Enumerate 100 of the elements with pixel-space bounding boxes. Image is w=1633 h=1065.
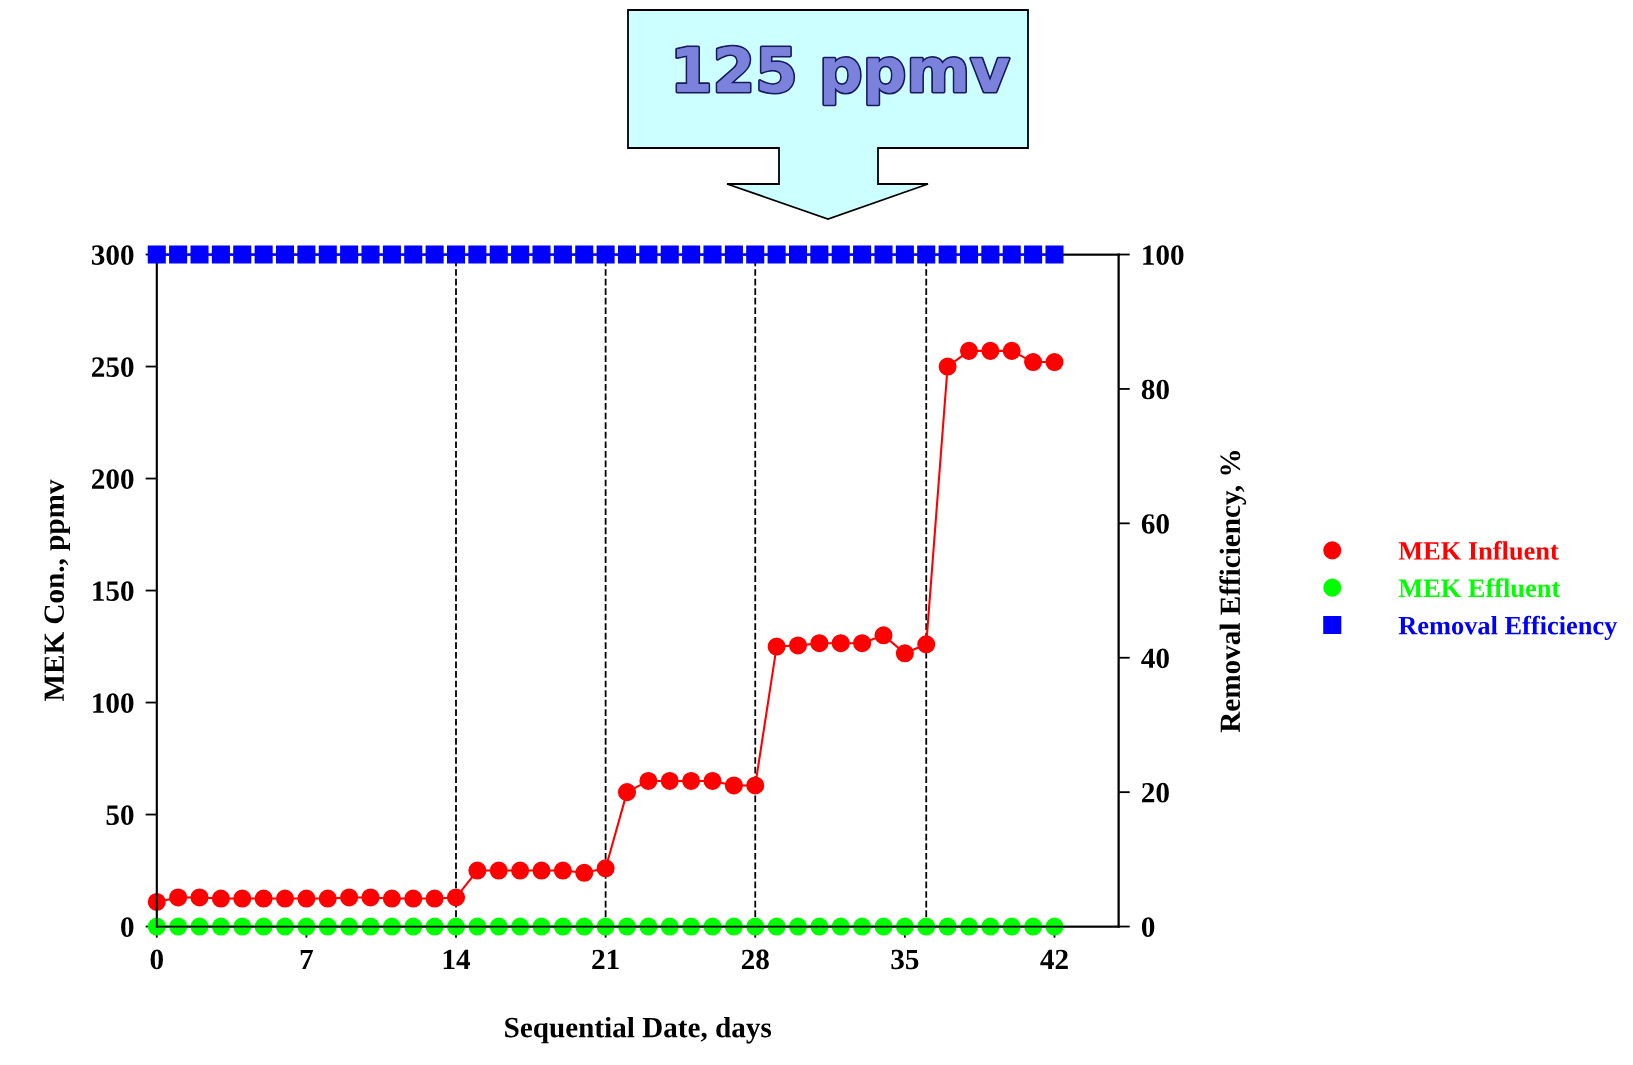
point xyxy=(382,889,401,908)
point xyxy=(532,917,551,936)
point xyxy=(959,341,979,360)
point xyxy=(489,917,508,936)
point xyxy=(211,889,230,908)
y-tick-label: 250 xyxy=(92,357,134,377)
x-tick-label: 42 xyxy=(1040,949,1068,970)
point xyxy=(211,917,230,936)
point xyxy=(575,917,594,936)
point xyxy=(553,861,572,880)
point xyxy=(1045,917,1064,936)
point xyxy=(275,889,295,908)
point xyxy=(639,771,658,790)
point xyxy=(831,917,850,936)
x-tick-label: 0 xyxy=(150,949,163,970)
point xyxy=(1024,917,1043,936)
point xyxy=(788,917,808,936)
point xyxy=(767,917,786,936)
y2-tick-label: 0 xyxy=(1141,917,1155,937)
point xyxy=(959,917,979,936)
legend-label: MEK Influent xyxy=(1398,541,1559,560)
x-tick-label: 35 xyxy=(891,949,919,970)
point xyxy=(468,917,487,936)
point xyxy=(361,917,380,936)
point xyxy=(425,889,444,908)
legend-label: Removal Efficiency xyxy=(1398,615,1618,640)
y-tick-label: 100 xyxy=(93,693,134,713)
point xyxy=(511,917,530,936)
point xyxy=(1002,917,1021,936)
y-tick-label: 150 xyxy=(93,581,134,601)
point xyxy=(1024,353,1043,372)
point xyxy=(596,859,615,878)
point xyxy=(1045,353,1064,372)
point xyxy=(297,889,316,908)
legend-label: MEK Effluent xyxy=(1398,578,1561,598)
point xyxy=(660,771,679,790)
point xyxy=(981,917,1000,936)
point xyxy=(233,917,252,936)
point xyxy=(382,917,401,936)
point xyxy=(318,917,337,936)
y2-tick-label: 100 xyxy=(1143,245,1184,265)
point xyxy=(169,888,188,907)
point xyxy=(810,634,829,653)
y2-tick-label: 20 xyxy=(1142,782,1169,803)
y-tick-label: 50 xyxy=(106,805,134,825)
y2-tick-label: 40 xyxy=(1141,648,1169,669)
point xyxy=(340,888,359,907)
point xyxy=(361,888,380,907)
x-tick-label: 7 xyxy=(300,949,313,970)
y2-tick-label: 60 xyxy=(1141,514,1169,534)
point xyxy=(746,776,765,795)
point xyxy=(981,341,1000,360)
point xyxy=(810,917,829,936)
y-tick-label: 0 xyxy=(121,917,134,937)
point xyxy=(532,861,551,880)
point xyxy=(169,917,188,936)
point xyxy=(596,917,615,936)
point xyxy=(617,917,637,936)
text: 125 ppmv xyxy=(676,46,1010,105)
y-tick-label: 300 xyxy=(91,245,134,265)
point xyxy=(895,644,914,663)
point xyxy=(746,917,765,936)
point xyxy=(254,917,273,936)
point xyxy=(682,771,701,790)
point xyxy=(446,917,466,936)
x-tick-label: 21 xyxy=(592,949,619,970)
point xyxy=(489,861,508,880)
point xyxy=(682,917,701,936)
point xyxy=(895,917,914,936)
point xyxy=(468,861,487,880)
y2-axis-title: Removal Efficiency, % xyxy=(1219,451,1247,733)
point xyxy=(660,917,679,936)
y-tick-label: 200 xyxy=(92,469,134,489)
point xyxy=(874,917,893,936)
point xyxy=(233,889,252,908)
point xyxy=(404,889,423,908)
point xyxy=(1002,341,1021,360)
y2-tick-label: 80 xyxy=(1141,379,1169,400)
point xyxy=(575,863,594,882)
point xyxy=(404,917,423,936)
point xyxy=(788,636,808,655)
point xyxy=(767,637,786,656)
point xyxy=(703,917,722,936)
point xyxy=(831,634,850,653)
point xyxy=(190,888,209,907)
point xyxy=(724,776,743,795)
point xyxy=(340,917,359,936)
point xyxy=(917,635,936,654)
point xyxy=(446,888,466,907)
x-axis-title: Sequential Date, days xyxy=(505,1016,772,1044)
point xyxy=(938,917,957,936)
point xyxy=(275,917,295,936)
x-tick-label: 28 xyxy=(741,949,769,970)
point xyxy=(425,917,444,936)
point xyxy=(938,357,957,376)
point xyxy=(874,626,893,645)
point xyxy=(724,917,743,936)
point xyxy=(703,771,722,790)
x-tick-label: 14 xyxy=(443,949,471,970)
point xyxy=(553,917,572,936)
